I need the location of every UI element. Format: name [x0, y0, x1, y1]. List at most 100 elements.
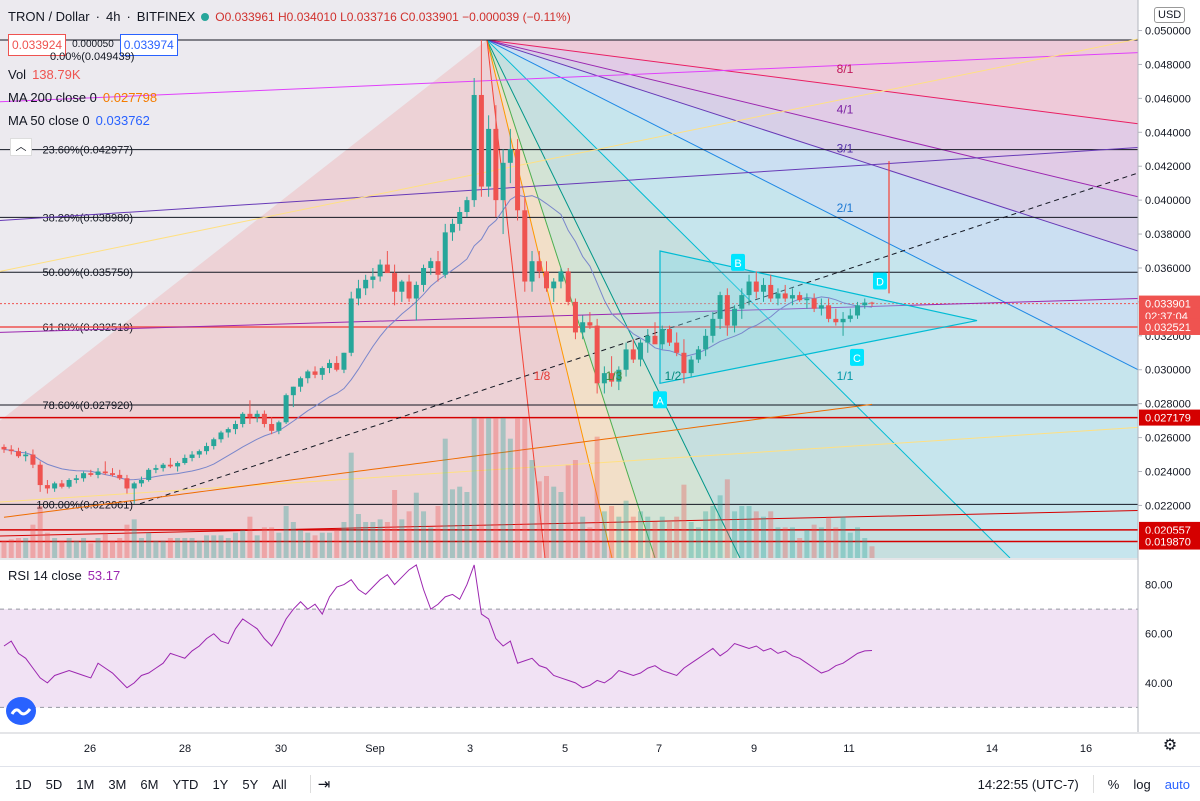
volume-bar: [797, 538, 803, 558]
range-button-all[interactable]: All: [272, 776, 287, 792]
candle-body: [818, 305, 824, 309]
volume-bar: [695, 527, 701, 558]
candle-body: [110, 473, 115, 475]
volume-bar: [117, 538, 123, 558]
currency-button[interactable]: USD: [1154, 7, 1186, 23]
price-tick-label: 0.028000: [1145, 399, 1191, 411]
time-tick-label: 14: [986, 743, 998, 755]
ma200-legend[interactable]: MA 200 close 0 0.027798: [8, 89, 571, 107]
candle-body: [493, 128, 499, 201]
volume-bar: [240, 530, 246, 558]
chart-legend: TRON / Dollar · 4h · BITFINEX O0.033961 …: [8, 8, 571, 130]
candle-body: [240, 413, 246, 425]
time-axis[interactable]: 26 28 30 Sep 3 5 7 9 11 14 16: [0, 732, 1200, 755]
candle-body: [797, 295, 803, 301]
main-pane[interactable]: 23.60%(0.042977) 38.20%(0.038980) 50.00%(0…: [0, 0, 1138, 558]
chevron-up-icon[interactable]: ︿: [10, 138, 32, 156]
symbol-name[interactable]: TRON / Dollar: [8, 9, 90, 24]
trade-row: 0.033924 0.000050 0.033974: [8, 34, 571, 56]
gann-fan-line: [486, 39, 741, 558]
volume-bar: [536, 481, 542, 558]
volume-bar: [457, 486, 463, 558]
volume-bar: [594, 436, 600, 558]
volume-bar: [23, 538, 29, 558]
range-button-1y[interactable]: 1Y: [212, 776, 229, 792]
range-button-5d[interactable]: 5D: [45, 776, 63, 792]
volume-bar: [717, 495, 723, 558]
price-label-text: 0.033901: [1145, 299, 1191, 311]
ma50-legend[interactable]: MA 50 close 0 0.033762: [8, 112, 571, 130]
rsi-legend[interactable]: RSI 14 close 53.17: [8, 568, 120, 583]
calendar-range-icon[interactable]: ⇥: [317, 776, 331, 793]
candle-body: [782, 293, 788, 299]
time-tick-label: 26: [84, 743, 96, 755]
candle-body: [515, 149, 521, 211]
pattern-point-marker: [653, 391, 667, 409]
candle-body: [196, 451, 202, 455]
candle-body: [572, 301, 578, 333]
sell-button[interactable]: 0.033924: [8, 34, 67, 56]
rsi-pane[interactable]: [0, 564, 1138, 708]
candle-body: [457, 212, 463, 224]
volume-bar: [464, 492, 470, 558]
volume-bar: [66, 538, 72, 558]
time-tick-label: 3: [467, 743, 473, 755]
rsi-label: RSI 14 close: [8, 568, 82, 583]
candle-body: [182, 457, 188, 464]
volume-bar: [298, 530, 304, 558]
candle-body: [66, 479, 72, 487]
log-toggle[interactable]: log: [1133, 776, 1151, 792]
candle-body: [370, 276, 376, 280]
candle-body: [652, 335, 658, 345]
price-label-tag: [1139, 409, 1200, 426]
pattern-point-label: D: [876, 277, 884, 289]
candle-body: [305, 371, 311, 379]
volume-bar: [515, 418, 521, 558]
volume-bar: [688, 522, 694, 558]
volume-bar: [44, 532, 50, 558]
auto-toggle[interactable]: auto: [1164, 776, 1190, 792]
range-button-1m[interactable]: 1M: [76, 776, 95, 792]
range-button-ytd[interactable]: YTD: [172, 776, 199, 792]
volume-legend[interactable]: Vol 138.79K: [8, 66, 571, 84]
range-button-5y[interactable]: 5Y: [242, 776, 259, 792]
fib-level-label: 78.60%(0.027920): [42, 400, 133, 412]
fib-zero-text: 0.00%(0.049439): [50, 51, 135, 63]
candle-body: [276, 422, 282, 431]
volume-bar: [327, 532, 332, 558]
volume-bar: [363, 522, 369, 558]
buy-button[interactable]: 0.033974: [119, 34, 178, 56]
interval-label[interactable]: 4h: [105, 9, 121, 24]
gann-fan-label: 8/1: [837, 62, 854, 76]
volume-bar: [818, 527, 824, 558]
range-button-6m[interactable]: 6M: [140, 776, 159, 792]
volume-bar: [565, 465, 571, 558]
clock-time[interactable]: 14:22:55 (UTC-7): [977, 776, 1079, 792]
bottom-toolbar: 1D 5D 1M 3M 6M YTD 1Y 5Y All ⇥ 14:22:55 (UTC-7) …: [0, 766, 1200, 801]
volume-bar: [30, 524, 36, 558]
range-buttons: 1D 5D 1M 3M 6M YTD 1Y 5Y All: [0, 777, 294, 792]
volume-bar: [59, 540, 65, 558]
candle-body: [710, 318, 716, 336]
range-button-1d[interactable]: 1D: [15, 776, 32, 792]
range-button-3m[interactable]: 3M: [108, 776, 127, 792]
volume-bar: [522, 418, 528, 558]
gear-icon[interactable]: ⚙: [1162, 737, 1178, 754]
price-axis[interactable]: 0.050000 0.048000 0.046000 0.044000 0.042000…: [0, 0, 1200, 766]
gann-fan-line: [486, 39, 546, 558]
gann-fan-line: [486, 39, 1011, 558]
ma200-line: [3, 403, 873, 518]
candle-body: [674, 342, 680, 353]
volume-bar: [572, 460, 578, 558]
trend-line: [0, 38, 1138, 272]
volume-bar: [413, 492, 419, 558]
volume-bar: [703, 511, 709, 558]
volume-bar: [102, 532, 108, 558]
percent-toggle[interactable]: %: [1107, 776, 1120, 792]
volume-bar: [609, 506, 615, 558]
volume-bar: [724, 479, 730, 558]
volume-bar: [167, 538, 173, 558]
volume-bar: [305, 532, 311, 558]
tradingview-logo[interactable]: [6, 697, 36, 725]
